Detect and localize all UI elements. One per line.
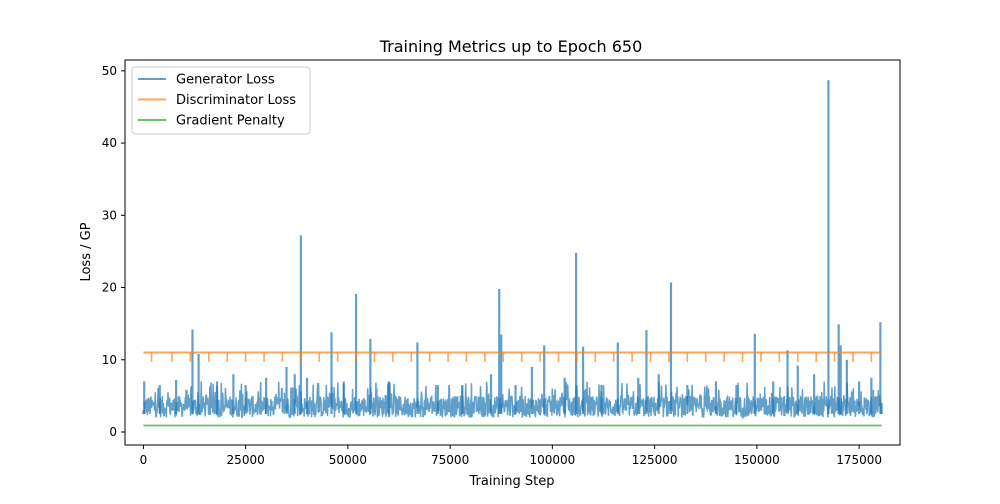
- legend-label: Gradient Penalty: [176, 114, 285, 129]
- chart-title: Training Metrics up to Epoch 650: [379, 37, 643, 56]
- y-tick-label: 10: [102, 353, 117, 367]
- x-tick-label: 50000: [329, 453, 367, 467]
- y-tick-label: 0: [109, 425, 117, 439]
- x-axis-label: Training Step: [468, 474, 554, 489]
- x-tick-label: 150000: [734, 453, 780, 467]
- series-layer: [142, 80, 883, 427]
- x-tick-label: 0: [140, 453, 148, 467]
- x-tick-label: 25000: [227, 453, 265, 467]
- legend-box: [131, 66, 311, 135]
- x-tick-label: 75000: [431, 453, 469, 467]
- legend-label: Discriminator Loss: [176, 93, 296, 108]
- y-axis-label: Loss / GP: [79, 222, 94, 281]
- plot-frame: [124, 59, 901, 446]
- y-tick-label: 30: [102, 208, 117, 222]
- y-tick-label: 20: [102, 281, 117, 295]
- x-axis: 0 25000 50000 75000 100000 125000 150000 175000: [140, 445, 882, 467]
- generator-loss-band: [142, 381, 882, 420]
- y-tick-label: 40: [102, 136, 117, 150]
- legend-label: Generator Loss: [176, 73, 275, 88]
- x-tick-label: 100000: [529, 453, 575, 467]
- plot-area: [142, 80, 883, 427]
- y-axis: 0 10 20 30 40 50: [102, 64, 125, 439]
- y-tick-label: 50: [102, 64, 117, 78]
- x-tick-label: 175000: [836, 453, 882, 467]
- legend: Generator Loss Discriminator Loss Gradient…: [131, 66, 311, 135]
- x-tick-label: 125000: [632, 453, 678, 467]
